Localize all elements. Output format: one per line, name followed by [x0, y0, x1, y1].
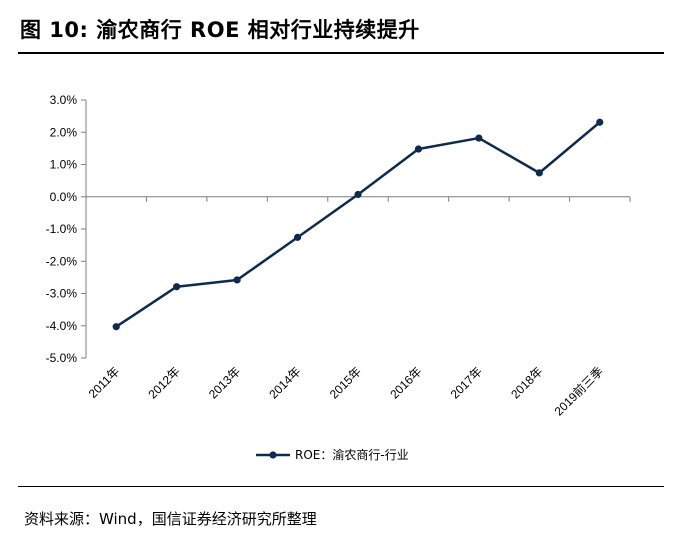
data-point — [475, 134, 482, 141]
x-tick-label: 2014年 — [266, 364, 303, 401]
data-point — [596, 119, 603, 126]
legend-label: ROE：渝农商行-行业 — [295, 447, 409, 462]
legend-swatch-marker — [269, 451, 276, 458]
x-tick-label: 2019前三季 — [551, 364, 606, 419]
y-tick-label: 0.0% — [50, 190, 78, 204]
data-point — [173, 283, 180, 290]
data-point — [415, 145, 422, 152]
y-tick-label: -2.0% — [46, 254, 78, 268]
x-tick-label: 2018年 — [508, 364, 545, 401]
y-tick-label: 3.0% — [50, 93, 78, 107]
series-roe — [113, 119, 604, 331]
x-tick-label: 2016年 — [387, 364, 424, 401]
legend: ROE：渝农商行-行业 — [256, 447, 409, 462]
x-tick-label: 2013年 — [206, 364, 243, 401]
y-tick-label: 1.0% — [50, 158, 78, 172]
x-tick-label: 2015年 — [327, 364, 364, 401]
y-tick-label: 2.0% — [50, 125, 78, 139]
y-tick-label: -4.0% — [46, 319, 78, 333]
bottom-rule — [18, 486, 664, 487]
data-point — [294, 234, 301, 241]
data-point — [234, 276, 241, 283]
y-axis: 3.0% 2.0% 1.0% 0.0% -1.0% -2.0% -3.0% -4.0% -5.0… — [46, 93, 86, 365]
y-tick-label: -1.0% — [46, 222, 78, 236]
x-axis: 2011年 2012年 2013年 2014年 2015年 2016年 2017年 2018年… — [86, 197, 630, 419]
x-tick-label: 2011年 — [86, 364, 123, 401]
x-tick-label: 2017年 — [448, 364, 485, 401]
data-point — [536, 169, 543, 176]
source-note: 资料来源：Wind，国信证券经济研究所整理 — [24, 508, 317, 529]
y-tick-label: -3.0% — [46, 287, 78, 301]
y-tick-label: -5.0% — [46, 351, 78, 365]
data-point — [354, 191, 361, 198]
data-point — [113, 323, 120, 330]
x-tick-label: 2012年 — [146, 364, 183, 401]
series-line — [116, 122, 600, 326]
